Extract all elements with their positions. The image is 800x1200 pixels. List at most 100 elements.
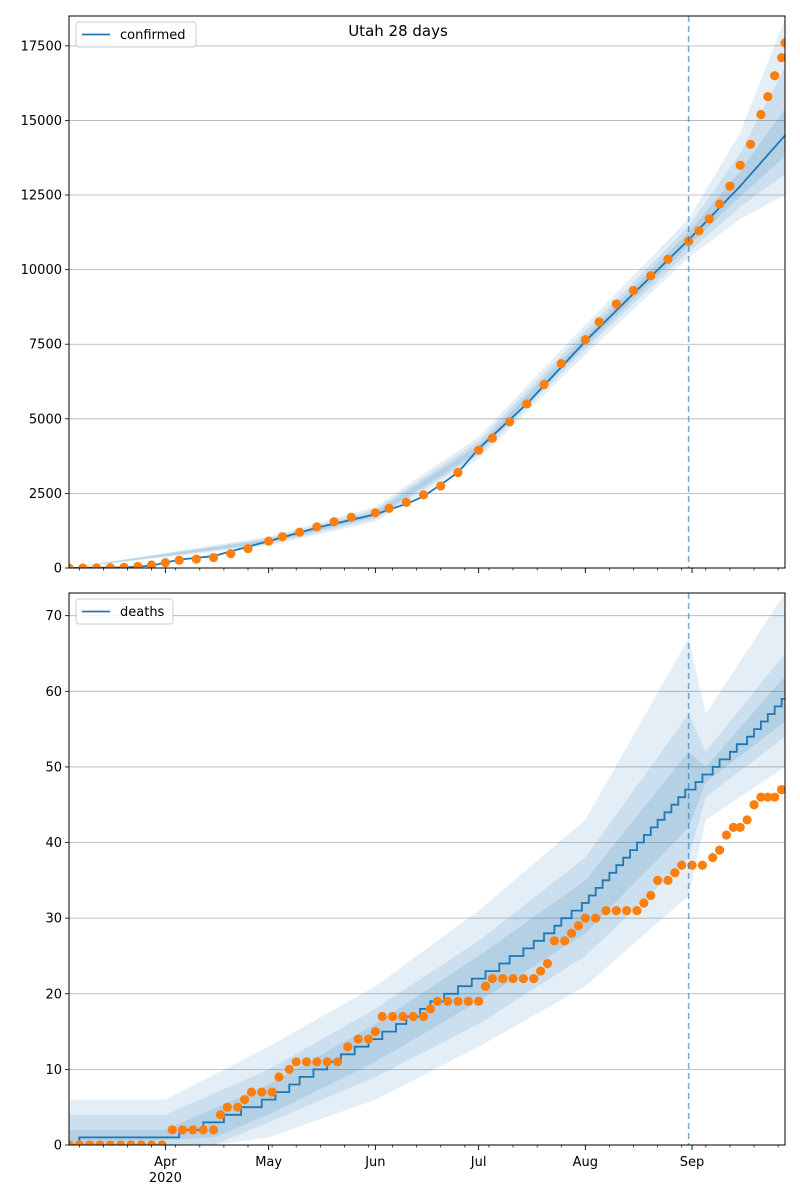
observed-point: [274, 1072, 284, 1082]
confirmed-panel: 0 2500 5000 7500 10000 12500 15000 17500 confirm…: [21, 15, 786, 577]
observed-point: [735, 160, 745, 170]
observed-point: [529, 974, 539, 984]
observed-point: [474, 445, 484, 455]
observed-point: [518, 974, 528, 984]
observed-point: [708, 853, 718, 863]
observed-point: [776, 53, 785, 63]
observed-point: [480, 981, 491, 991]
observed-point: [284, 1064, 294, 1074]
observed-point: [601, 905, 611, 916]
y-tick-label: 60: [45, 685, 62, 700]
y-tick-label: 17500: [21, 39, 62, 54]
observed-point: [384, 503, 394, 513]
y-tick-label: 40: [45, 836, 62, 851]
observed-point: [742, 815, 752, 825]
legend: deaths: [75, 598, 174, 625]
y-tick-label: 70: [45, 609, 62, 624]
observed-point: [69, 563, 74, 568]
legend-label: deaths: [120, 605, 165, 620]
chart-title: Utah 28 days: [348, 22, 448, 40]
observed-point: [687, 860, 697, 870]
observed-point: [594, 317, 604, 327]
y-tick-label: 7500: [29, 338, 62, 353]
observed-point: [105, 1140, 115, 1145]
uncertainty-band: [69, 19, 785, 568]
observed-point: [370, 1026, 380, 1037]
observed-point: [542, 958, 553, 969]
observed-point: [370, 508, 380, 518]
observed-point: [453, 467, 463, 478]
observed-point: [147, 1140, 157, 1145]
observed-point: [312, 1057, 322, 1067]
observed-point: [157, 1140, 167, 1145]
observed-point: [226, 549, 236, 559]
observed-point: [663, 254, 673, 264]
observed-point: [332, 1057, 343, 1067]
observed-point: [443, 996, 453, 1006]
observed-point: [663, 875, 673, 885]
observed-point: [343, 1042, 353, 1052]
legend: confirmed: [75, 21, 197, 48]
legend-box: [75, 21, 197, 48]
observed-point: [436, 481, 446, 491]
observed-point: [453, 996, 463, 1006]
observed-point: [714, 845, 725, 855]
observed-point: [763, 792, 773, 802]
observed-point: [770, 71, 780, 81]
observed-point: [208, 1125, 219, 1135]
observed-point: [160, 558, 170, 568]
y-tick-label: 10000: [21, 263, 62, 278]
plot-area: [69, 19, 785, 568]
observed-point: [167, 1125, 177, 1135]
observed-point: [177, 1125, 188, 1135]
observed-point: [556, 359, 566, 369]
x-tick-label: May: [255, 1155, 282, 1170]
observed-point: [714, 199, 725, 209]
observed-point: [763, 91, 773, 102]
observed-point: [243, 544, 253, 554]
observed-point: [646, 890, 656, 901]
observed-point: [498, 974, 508, 984]
observed-point: [239, 1095, 250, 1105]
observed-point: [756, 109, 766, 120]
observed-point: [267, 1087, 277, 1097]
model-line: [69, 698, 785, 1145]
observed-point: [401, 497, 411, 507]
x-tick-label: Sep: [680, 1155, 705, 1170]
observed-point: [756, 792, 766, 802]
observed-point: [646, 270, 656, 281]
observed-point: [301, 1057, 312, 1067]
observed-point: [653, 875, 663, 885]
observed-point: [74, 1140, 84, 1145]
observed-point: [566, 928, 577, 938]
observed-point: [246, 1087, 257, 1097]
observed-point: [116, 1140, 126, 1145]
observed-point: [549, 936, 559, 946]
observed-point: [487, 974, 498, 984]
plot-area: [69, 593, 785, 1145]
observed-point: [91, 563, 102, 568]
observed-point: [539, 379, 549, 390]
observed-point: [353, 1034, 363, 1044]
observed-point: [95, 1140, 105, 1145]
x-tick-label: Aug: [573, 1155, 598, 1170]
observed-point: [363, 1034, 374, 1044]
observed-point: [147, 560, 157, 568]
uncertainty-band: [69, 593, 785, 1145]
observed-point: [591, 913, 601, 923]
observed-point: [85, 1140, 95, 1145]
observed-point: [508, 974, 518, 984]
observed-point: [78, 563, 88, 568]
observed-point: [728, 822, 738, 833]
observed-point: [105, 563, 115, 568]
observed-point: [697, 860, 707, 870]
observed-point: [580, 913, 590, 923]
observed-point: [505, 417, 515, 427]
observed-point: [535, 966, 546, 976]
y-tick-label: 5000: [29, 412, 62, 427]
observed-point: [418, 1011, 429, 1022]
observed-point: [704, 214, 714, 224]
observed-point: [377, 1011, 387, 1022]
